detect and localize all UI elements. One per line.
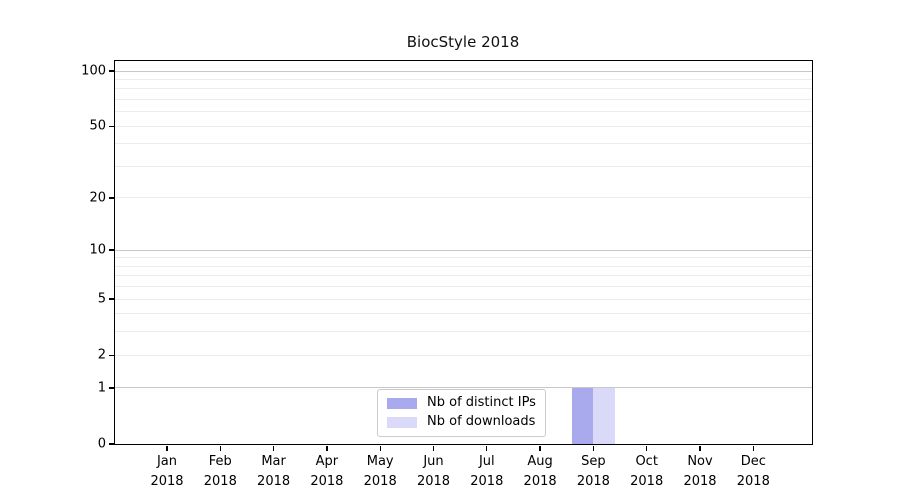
y-tick-label: 50 — [89, 118, 106, 134]
chart-title: BiocStyle 2018 — [406, 33, 520, 51]
gridline-minor — [115, 165, 812, 167]
legend-entry-distinct-ips: Nb of distinct IPs — [387, 395, 536, 411]
y-tick-mark — [108, 354, 114, 356]
x-tick-mark — [752, 445, 754, 451]
gridline-major — [115, 70, 812, 72]
y-tick-mark — [108, 443, 114, 445]
x-tick-label: Nov 2018 — [683, 454, 717, 490]
x-tick-label: Jun 2018 — [416, 454, 451, 490]
gridline-minor — [115, 125, 812, 127]
gridline-minor — [115, 257, 812, 259]
x-tick-label: Dec 2018 — [736, 454, 770, 490]
legend-swatch-distinct-ips — [387, 397, 417, 409]
x-tick-mark — [432, 445, 435, 451]
x-tick-mark — [219, 445, 221, 451]
x-tick-mark — [166, 445, 168, 451]
bar-distinct-ips — [571, 387, 594, 444]
gridline-minor — [115, 275, 812, 277]
y-tick-mark — [108, 387, 114, 389]
y-tick-label: 1 — [97, 380, 106, 396]
gridline-major — [115, 249, 812, 251]
gridline-minor — [115, 298, 812, 300]
gridline-minor — [115, 265, 812, 267]
y-tick-mark — [108, 197, 114, 199]
y-tick-mark — [108, 249, 114, 251]
legend-label: Nb of downloads — [427, 413, 536, 429]
y-tick-label: 5 — [97, 291, 106, 307]
x-tick-mark — [646, 445, 648, 451]
y-tick-label: 2 — [97, 347, 106, 363]
x-tick-mark — [326, 445, 328, 451]
gridline-minor — [115, 197, 812, 199]
y-tick-mark — [108, 125, 114, 127]
gridline-minor — [115, 88, 812, 90]
gridline-minor — [115, 98, 812, 100]
x-tick-label: May 2018 — [363, 454, 397, 490]
x-tick-mark — [272, 445, 275, 451]
gridline-minor — [115, 331, 812, 333]
y-tick-mark — [108, 70, 114, 72]
y-tick-label: 100 — [81, 63, 106, 79]
gridline-major — [115, 387, 812, 389]
gridline-minor — [115, 313, 812, 315]
gridline-minor — [115, 143, 812, 145]
x-tick-mark — [379, 445, 381, 451]
x-tick-label: Jul 2018 — [470, 454, 504, 490]
y-tick-label: 20 — [89, 190, 106, 206]
x-tick-mark — [699, 445, 701, 451]
gridline-minor — [115, 286, 812, 288]
legend: Nb of distinct IPs Nb of downloads — [377, 389, 546, 437]
x-tick-label: Jan 2018 — [150, 454, 184, 490]
legend-label: Nb of distinct IPs — [427, 395, 536, 410]
x-tick-mark — [486, 445, 488, 451]
gridline-minor — [115, 78, 812, 80]
gridline-minor — [115, 354, 812, 356]
legend-entry-downloads: Nb of downloads — [387, 413, 536, 430]
x-tick-mark — [592, 445, 595, 451]
y-tick-mark — [108, 298, 114, 300]
legend-swatch-downloads — [387, 416, 417, 428]
x-tick-label: Sep 2018 — [576, 454, 610, 490]
x-tick-mark — [539, 445, 541, 451]
x-tick-label: Mar 2018 — [257, 454, 291, 490]
y-tick-label: 0 — [97, 436, 106, 452]
y-tick-label: 10 — [89, 242, 106, 258]
x-tick-label: Aug 2018 — [523, 454, 557, 490]
gridline-minor — [115, 111, 812, 113]
bar-downloads — [593, 387, 615, 444]
x-tick-label: Oct 2018 — [630, 454, 664, 490]
x-tick-label: Feb 2018 — [203, 454, 237, 490]
x-tick-label: Apr 2018 — [310, 454, 344, 490]
plot-area: Nb of distinct IPs Nb of downloads 0 1 2 5 1… — [81, 60, 813, 489]
